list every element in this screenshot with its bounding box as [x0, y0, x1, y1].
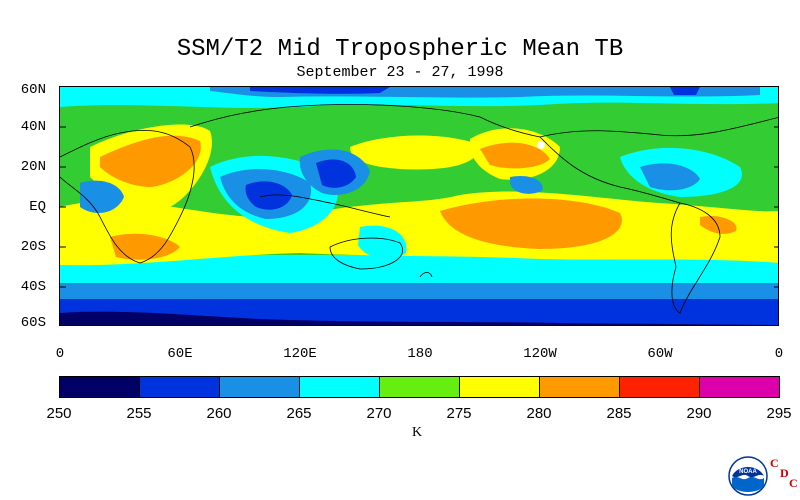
colorbar-swatch	[140, 377, 220, 397]
coastline-australia	[329, 237, 403, 270]
colorbar-level-label: 270	[366, 405, 392, 422]
coastline-south-america	[670, 202, 721, 314]
contour-blob-pacific-north-yellow	[350, 135, 480, 170]
contour-blob-americas-medblue	[640, 163, 700, 191]
colorbar-swatch	[220, 377, 300, 397]
colorbar-level-label: 275	[446, 405, 472, 422]
contour-blob-south-africa-orange	[110, 233, 180, 260]
coastline-north-america-north	[539, 117, 778, 138]
lat-ticks	[60, 126, 778, 288]
coastline-indonesia	[259, 194, 391, 218]
colorbar-swatch	[700, 377, 779, 397]
lat-label-60n: 60N	[20, 82, 46, 98]
colorbar-swatch	[300, 377, 380, 397]
contour-blob-south-america-orange	[700, 215, 737, 234]
contour-blob-pacific-small-medblue	[510, 175, 543, 194]
colorbar-level-label: 265	[286, 405, 312, 422]
contour-blob-australia-cyan	[358, 225, 407, 259]
contour-band-north-blue	[250, 87, 390, 94]
lon-label-60e: 60E	[167, 346, 193, 362]
lon-label-0-left: 0	[55, 346, 65, 362]
colorbar-level-label: 250	[46, 405, 72, 422]
lat-label-20n: 20N	[20, 159, 46, 175]
cdc-letter-c1: C	[770, 456, 779, 470]
colorbar-level-label: 285	[606, 405, 632, 422]
contour-blob-central-pacific-orange	[440, 198, 622, 249]
contour-blob-pacific-west-blue	[316, 159, 356, 188]
map-subtitle: September 23 - 27, 1998	[296, 64, 504, 81]
contour-blob-north-pacific-blue	[670, 87, 700, 95]
map-svg	[60, 87, 778, 325]
map-title: SSM/T2 Mid Tropospheric Mean TB	[176, 36, 624, 63]
contour-blob-africa-orange	[100, 135, 201, 187]
colorbar-swatch	[60, 377, 140, 397]
colorbar-units: K	[412, 425, 423, 440]
coastline-africa	[60, 130, 195, 264]
colorbar-swatch	[540, 377, 620, 397]
colorbar-swatch	[460, 377, 540, 397]
lon-label-120e: 120E	[283, 346, 317, 362]
colorbar-level-label: 260	[206, 405, 232, 422]
cdc-letter-d: D	[780, 466, 789, 480]
lon-label-180: 180	[407, 346, 433, 362]
lon-label-0-right: 0	[774, 346, 784, 362]
contour-band-south-darkblue	[60, 311, 778, 325]
coastlines	[60, 104, 778, 314]
coastline-new-zealand	[419, 272, 433, 278]
lon-label-60w: 60W	[647, 346, 673, 362]
colorbar-level-label: 295	[766, 405, 792, 422]
lat-label-60s: 60S	[20, 315, 46, 331]
noaa-logo: NOAA	[728, 456, 768, 496]
colorbar-level-label: 290	[686, 405, 712, 422]
contour-blob-pacific-east-orange	[480, 142, 550, 169]
colorbar-swatch	[620, 377, 700, 397]
colorbar-level-label: 280	[526, 405, 552, 422]
lat-label-eq: EQ	[29, 199, 46, 215]
contour-blob-atlantic-medblue	[80, 180, 124, 213]
marker-white	[537, 141, 545, 149]
cdc-letter-c2: C	[789, 476, 798, 490]
coastline-eurasia	[189, 104, 541, 138]
colorbar-swatch	[380, 377, 460, 397]
lon-label-120w: 120W	[523, 346, 557, 362]
lat-label-20s: 20S	[20, 239, 46, 255]
coastline-north-america-west	[539, 136, 681, 204]
temperature-map	[59, 86, 779, 326]
colorbar	[59, 376, 780, 398]
lat-label-40n: 40N	[20, 119, 46, 135]
colorbar-level-label: 255	[126, 405, 152, 422]
noaa-logo-text: NOAA	[739, 469, 757, 475]
lat-label-40s: 40S	[20, 279, 46, 295]
